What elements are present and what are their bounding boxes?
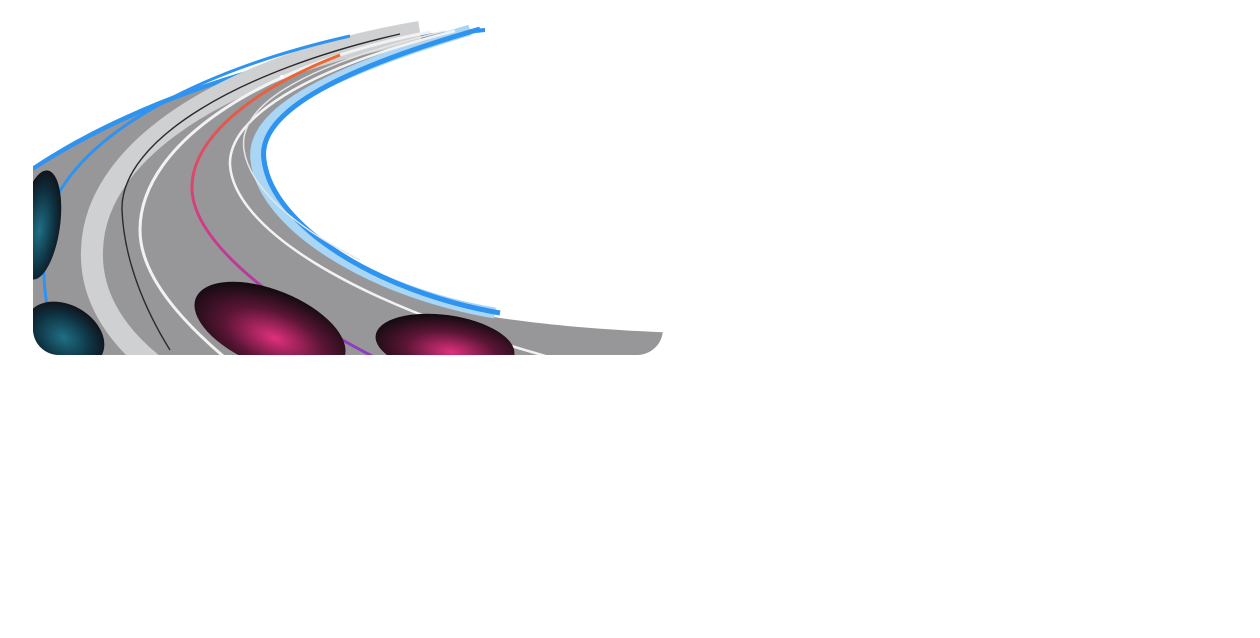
lane-line-2 — [228, 29, 561, 355]
road-inner-shoulder — [261, 26, 501, 316]
lane-line-1 — [138, 30, 431, 355]
road-marker — [280, 75, 284, 79]
teal-blob-top — [33, 170, 62, 280]
pink-blob-left — [194, 281, 346, 355]
road-light-band — [80, 21, 422, 355]
pink-blob-right — [375, 313, 515, 355]
lane-line-3 — [242, 30, 446, 261]
road-group — [33, 21, 663, 355]
lane-dark-edge — [121, 33, 401, 351]
road-left-edge — [42, 34, 351, 341]
